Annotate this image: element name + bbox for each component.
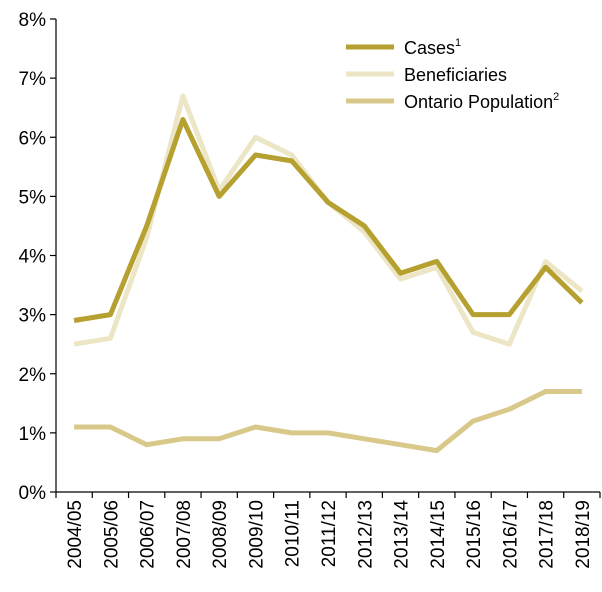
legend-label-beneficiaries: Beneficiaries: [404, 65, 507, 85]
x-tick-label: 2011/12: [319, 500, 340, 567]
y-tick-label: 3%: [19, 306, 47, 327]
y-tick-label: 5%: [19, 187, 47, 208]
legend: Cases1 Beneficiaries Ontario Population2: [346, 37, 559, 112]
x-tick-label: 2004/05: [65, 500, 86, 569]
x-tick-label: 2018/19: [573, 500, 594, 569]
x-tick-label: 2013/14: [392, 500, 413, 569]
axes: [55, 19, 600, 493]
y-tick-label: 2%: [19, 365, 47, 386]
y-tick-label: 6%: [19, 128, 47, 149]
x-axis-ticks: 2004/05 2005/06 2006/07 2007/08 2008/09 2009/…: [55, 492, 601, 569]
legend-footnote-ontario-population: 2: [553, 91, 559, 103]
x-tick-label: 2017/18: [537, 500, 558, 569]
x-tick-label: 2016/17: [500, 500, 521, 569]
y-tick-label: 4%: [19, 247, 47, 268]
x-tick-label: 2008/09: [210, 500, 231, 569]
x-tick-label: 2012/13: [355, 500, 376, 569]
series-line-ontario-population: [74, 389, 582, 454]
y-axis-ticks: 0% 1% 2% 3% 4% 5% 6% 7% 8%: [19, 10, 56, 504]
legend-label-ontario-population: Ontario Population2: [404, 91, 559, 112]
series-lines: [73, 93, 584, 454]
x-tick-label: 2006/07: [138, 500, 159, 569]
y-tick-label: 0%: [19, 483, 47, 504]
y-tick-label: 7%: [19, 69, 47, 90]
y-tick-label: 8%: [19, 10, 47, 31]
x-tick-label: 2009/10: [246, 500, 267, 569]
x-tick-label: 2007/08: [174, 500, 195, 569]
series-line-cases: [73, 117, 584, 323]
x-tick-label: 2010/11: [283, 500, 304, 567]
y-tick-label: 1%: [19, 424, 47, 445]
x-tick-label: 2014/15: [428, 500, 449, 569]
x-tick-label: 2005/06: [101, 500, 122, 569]
legend-label-cases: Cases1: [404, 37, 461, 58]
x-tick-label: 2015/16: [464, 500, 485, 569]
legend-footnote-cases: 1: [455, 37, 461, 49]
